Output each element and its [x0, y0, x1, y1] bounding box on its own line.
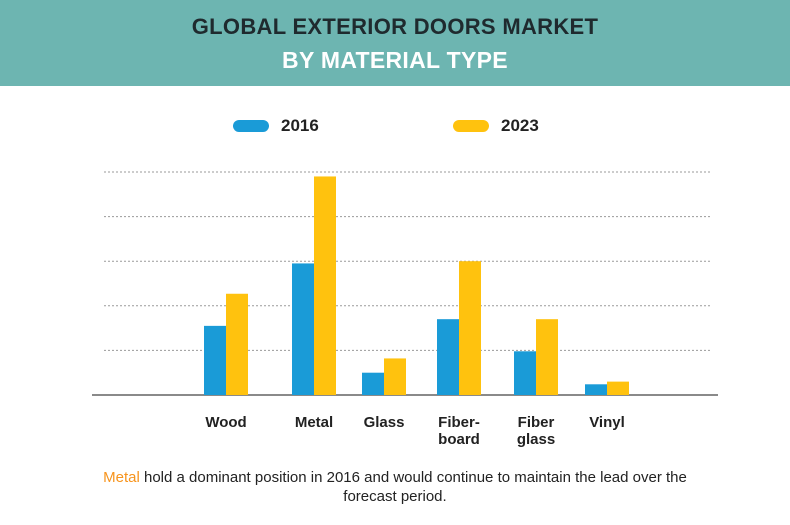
bar-2023-metal — [314, 176, 336, 395]
legend-swatch-2023 — [453, 120, 489, 132]
bar-2023-fiber-board — [459, 261, 481, 395]
chart-legend: 2016 2023 — [0, 116, 790, 140]
legend-item-2016: 2016 — [233, 116, 319, 136]
bar-2016-wood — [204, 325, 226, 395]
chart-title-line-1: GLOBAL EXTERIOR DOORS MARKET — [191, 14, 599, 39]
footnote-text: hold a dominant position in 2016 and wou… — [139, 469, 687, 505]
bar-2016-metal — [292, 263, 314, 395]
bar-2016-glass — [362, 372, 384, 395]
x-tick-label-metal: Metal — [295, 414, 333, 431]
bar-2023-wood — [226, 293, 248, 395]
x-tick-label-vinyl: Vinyl — [589, 414, 625, 431]
legend-swatch-2016 — [233, 120, 269, 132]
bar-2023-vinyl — [607, 381, 629, 395]
x-tick-label-glass: Glass — [364, 414, 405, 431]
bar-2016-vinyl — [585, 384, 607, 395]
bar-2023-fiber-glass — [536, 319, 558, 395]
legend-label-2016: 2016 — [281, 116, 319, 135]
legend-item-2023: 2023 — [453, 116, 539, 136]
x-tick-label-wood: Wood — [205, 414, 246, 431]
bar-2016-fiber-board — [437, 319, 459, 395]
footnote-highlight: Metal — [103, 469, 140, 486]
x-tick-label-fiber-glass-line-1: Fiber — [518, 414, 555, 431]
x-tick-label-fiber-board-line-2: board — [438, 431, 480, 448]
footnote: Metal hold a dominant position in 2016 a… — [95, 468, 695, 506]
bar-2016-fiber-glass — [514, 351, 536, 395]
chart-header: GLOBAL EXTERIOR DOORS MARKET BY MATERIAL… — [0, 0, 790, 86]
bar-2023-glass — [384, 358, 406, 395]
chart-title-line-2: BY MATERIAL TYPE — [282, 47, 508, 73]
x-tick-label-fiber-glass-line-2: glass — [517, 431, 555, 448]
x-tick-label-fiber-board-line-1: Fiber- — [438, 414, 480, 431]
legend-label-2023: 2023 — [501, 116, 539, 135]
